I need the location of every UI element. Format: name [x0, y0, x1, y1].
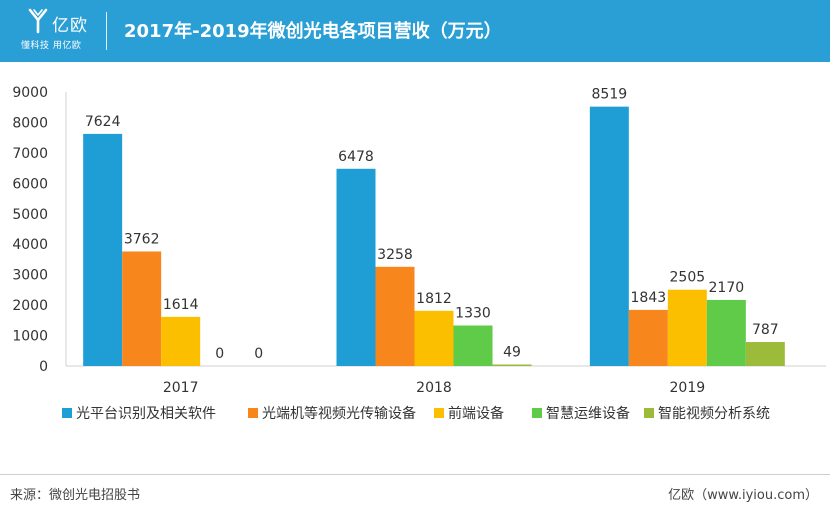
bar-value-label: 7624	[85, 114, 121, 130]
legend-label: 前端设备	[448, 405, 504, 422]
bar-value-label: 1330	[455, 306, 491, 322]
y-tick-label: 2000	[12, 298, 48, 314]
bar	[492, 364, 532, 366]
bar	[122, 251, 162, 366]
bar	[628, 309, 668, 366]
footer-source: 来源：微创光电招股书	[10, 488, 141, 503]
bar	[706, 299, 746, 366]
y-tick-label: 5000	[12, 207, 48, 223]
header-divider	[106, 12, 107, 50]
bar-value-label: 3258	[377, 247, 413, 263]
bar	[336, 168, 376, 366]
header-banner: 亿欧 懂科技 用亿欧 2017年-2019年微创光电各项目营收（万元）	[0, 0, 830, 62]
legend-swatch	[434, 408, 444, 418]
bar-value-label: 0	[215, 346, 224, 362]
legend-label: 光端机等视频光传输设备	[262, 405, 416, 422]
yiou-logo-icon	[28, 8, 48, 34]
brand-tagline: 懂科技 用亿欧	[21, 41, 82, 51]
bar	[161, 316, 201, 366]
y-tick-label: 0	[39, 359, 48, 375]
bar	[414, 310, 454, 366]
brand-logo: 亿欧 懂科技 用亿欧	[18, 6, 98, 56]
brand-name: 亿欧	[52, 16, 88, 36]
x-tick-label: 2018	[416, 380, 452, 396]
y-tick-label: 6000	[12, 176, 48, 192]
bar	[375, 266, 415, 366]
bar-value-label: 1843	[631, 290, 667, 306]
x-tick-label: 2019	[670, 380, 706, 396]
legend-swatch	[644, 408, 654, 418]
bar-value-label: 1614	[163, 297, 199, 313]
footer-brand: 亿欧（www.iyiou.com）	[668, 488, 818, 503]
bar	[453, 325, 493, 366]
legend-label: 智能视频分析系统	[658, 406, 770, 422]
x-tick-label: 2017	[163, 380, 199, 396]
legend-label: 智慧运维设备	[546, 405, 630, 422]
bar	[589, 106, 629, 367]
bar-value-label: 1812	[416, 291, 452, 307]
bar-value-label: 49	[503, 345, 521, 361]
page-title: 2017年-2019年微创光电各项目营收（万元）	[124, 21, 502, 42]
bar-value-label: 2505	[670, 270, 706, 286]
legend-swatch	[62, 408, 72, 418]
bar	[667, 289, 707, 366]
revenue-bar-chart: 0 1000 2000 3000 4000 5000 6000 7000 8000 9000 762…	[12, 85, 826, 422]
y-tick-label: 1000	[12, 329, 48, 345]
bar-value-label: 6478	[338, 149, 374, 165]
y-tick-label: 3000	[12, 268, 48, 284]
bar	[83, 133, 123, 366]
bar-value-label: 8519	[592, 87, 628, 103]
legend-swatch	[532, 408, 542, 418]
bar-value-label: 0	[254, 346, 263, 362]
bar-value-label: 787	[752, 322, 779, 338]
bar	[745, 342, 785, 366]
legend-label: 光平台识别及相关软件	[76, 406, 216, 422]
y-tick-label: 4000	[12, 237, 48, 253]
footer-divider	[0, 474, 830, 475]
y-tick-label: 7000	[12, 146, 48, 162]
y-tick-label: 9000	[12, 85, 48, 101]
legend-swatch	[248, 408, 258, 418]
bar-value-label: 3762	[124, 231, 160, 247]
bar-value-label: 2170	[709, 280, 745, 296]
y-tick-label: 8000	[12, 115, 48, 131]
